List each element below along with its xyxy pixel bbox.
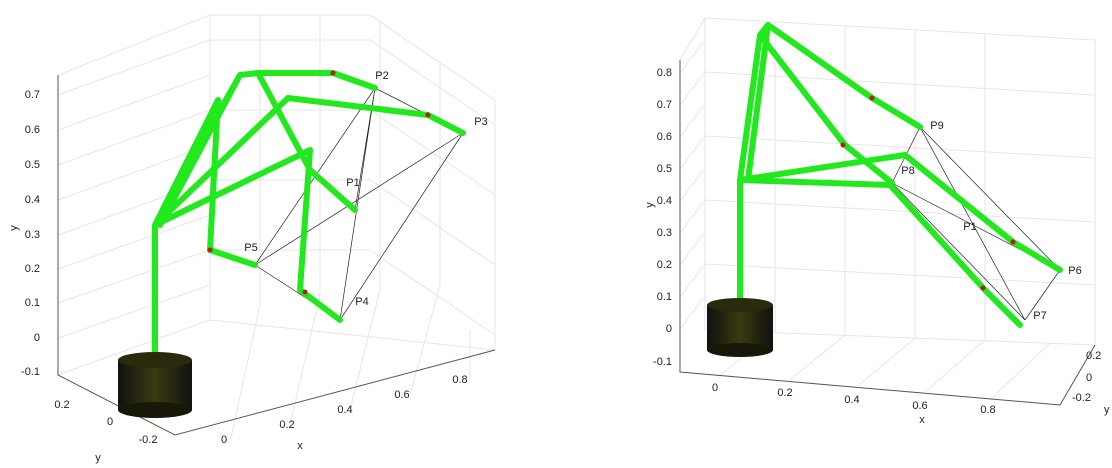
tick-label: 0 [712, 382, 718, 394]
point-label: P8 [901, 165, 914, 177]
tick-label: 0.6 [394, 389, 409, 401]
right-plot: 0.8 0.7 0.6 0.5 0.4 0.3 0.2 0.1 0 -0.1 y… [644, 18, 1110, 426]
tick-label: -0.2 [1072, 392, 1091, 404]
joint [981, 286, 986, 291]
point-label: P4 [355, 296, 368, 308]
tick-label: 0.6 [657, 131, 672, 143]
joint [303, 290, 308, 295]
robot-arm [740, 25, 1060, 325]
tick-label: -0.2 [139, 434, 158, 446]
tick-label: -0.1 [653, 356, 672, 368]
point-label: P7 [1033, 310, 1046, 322]
tick-label: 0.8 [657, 67, 672, 79]
joint [331, 71, 336, 76]
joint [841, 143, 846, 148]
point-label: P1 [963, 221, 976, 233]
left-plot: 0.7 0.6 0.5 0.4 0.3 0.2 0.1 0 -0.1 y 0 0… [8, 15, 495, 464]
point-label: P6 [1068, 265, 1081, 277]
joint [870, 96, 875, 101]
tick-label: 0.2 [1086, 350, 1101, 362]
base-top [707, 298, 773, 312]
tick-label: 0.4 [337, 404, 352, 416]
axis-label: y [95, 452, 101, 464]
tick-label: 0.2 [279, 419, 294, 431]
tick-label: 0.4 [844, 394, 859, 406]
point-label: P1 [346, 177, 359, 189]
tick-label: 0.3 [25, 229, 40, 241]
point-label: P2 [375, 70, 388, 82]
axis-label: y [1104, 404, 1110, 416]
point-label: P9 [930, 120, 943, 132]
tick-label: 0 [1086, 372, 1092, 384]
base-bottom [707, 343, 773, 357]
point-label: P3 [474, 116, 487, 128]
base-top [118, 352, 192, 368]
joint [208, 248, 213, 253]
tick-label: 0.2 [25, 263, 40, 275]
tick-label: 0.5 [657, 163, 672, 175]
tick-label: 0 [107, 416, 113, 428]
tick-label: 0 [221, 434, 227, 446]
point-label: P5 [244, 242, 257, 254]
tick-label: 0.1 [25, 297, 40, 309]
tick-label: 0.5 [25, 159, 40, 171]
tick-label: 0.2 [657, 259, 672, 271]
joint [426, 113, 431, 118]
axis-label: x [297, 440, 303, 452]
tick-label: 0.4 [657, 195, 672, 207]
tick-label: 0.3 [657, 227, 672, 239]
tick-label: 0.7 [25, 89, 40, 101]
base-bottom [118, 402, 192, 418]
robot-arm [155, 73, 463, 355]
axis-label: y [8, 225, 20, 231]
axis-label: x [919, 414, 925, 426]
tick-label: 0.8 [980, 404, 995, 416]
tick-label: 0.1 [657, 291, 672, 303]
tick-label: 0.8 [452, 374, 467, 386]
tick-label: 0.6 [25, 124, 40, 136]
tick-label: 0.6 [912, 400, 927, 412]
tick-label: -0.1 [21, 366, 40, 378]
tick-label: 0.2 [54, 399, 69, 411]
joint [1011, 240, 1016, 245]
tick-label: 0 [34, 332, 40, 344]
tick-label: 0.7 [657, 99, 672, 111]
axis-label: y [644, 202, 656, 208]
figure: 0.7 0.6 0.5 0.4 0.3 0.2 0.1 0 -0.1 y 0 0… [0, 0, 1112, 468]
tick-label: 0.4 [25, 194, 40, 206]
tick-label: 0.2 [777, 387, 792, 399]
tick-label: 0 [666, 323, 672, 335]
